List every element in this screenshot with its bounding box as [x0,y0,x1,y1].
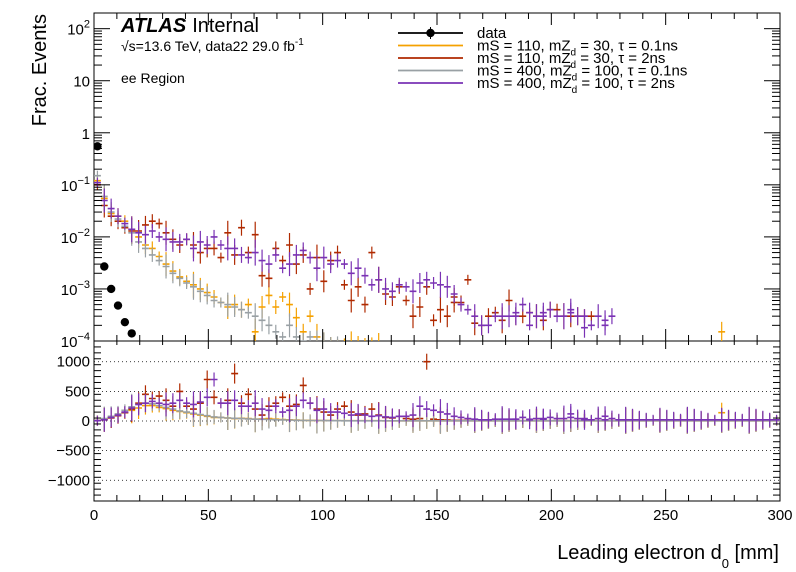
data-point [127,329,136,338]
tick-base: 10 [67,22,84,39]
top-series-group [94,170,726,341]
bottom-series-group [94,353,780,434]
data-point [94,142,102,151]
data-point [113,301,123,310]
legend-label-s3: mS = 400, mZd = 100, τ = 0.1ns [477,63,687,84]
axis-tick-labels: 10210110−110−210−310−410005000−500−10000… [48,19,793,524]
top-s3-line [94,174,314,341]
top-y-tick-label: 10 [73,74,90,91]
x-tick-label: 50 [200,507,217,524]
legend-label-s2: mS = 110, mZd = 30, τ = 2ns [477,50,665,71]
energy-lumi-text: √s=13.6 TeV, data22 29.0 fb [121,38,295,54]
x-axis-title: Leading electron d0 [mm] [557,542,779,571]
legend-label-s4: mS = 400, mZd = 100, τ = 2ns [477,75,675,96]
x-tick-label: 150 [424,507,449,524]
ratio-y-tick-label: 500 [65,383,90,400]
x-axis-title-unit: [mm] [729,542,779,564]
tick-base: 10 [61,282,78,299]
region-label: ee Region [121,70,185,86]
tick-exponent: −3 [77,279,90,291]
top-y-tick-label: 102 [67,19,90,39]
tick-exponent: −4 [77,331,90,343]
energy-lumi-line: √s=13.6 TeV, data22 29.0 fb-1 [121,37,304,54]
ratio-y-tick-label: 0 [82,413,90,430]
legend-label-data: data [477,25,507,42]
legend-label-s1: mS = 110, mZd = 30, τ = 0.1ns [477,38,678,59]
tick-base: 10 [61,230,78,247]
data-points-group [94,142,136,338]
tick-base: 10 [61,334,78,351]
top-y-tick-label: 10−4 [61,331,90,351]
x-tick-label: 200 [539,507,564,524]
y-axis-title: Frac. Events [29,14,51,126]
top-s1-line [94,179,321,338]
data-point [106,284,116,294]
tick-base: 10 [61,178,78,195]
tick-exponent: 2 [84,19,90,31]
top-y-tick-label: 1 [82,126,90,143]
x-tick-label: 250 [653,507,678,524]
top-s4-line [94,181,616,327]
top-y-tick-label: 10−3 [61,279,90,299]
tick-base: 1 [82,126,90,143]
experiment-name: ATLAS [120,15,187,37]
axis-ticks [93,12,781,501]
data-point [120,317,130,327]
tick-exponent: −2 [77,227,90,239]
x-axis-title-main: Leading electron d [557,542,722,564]
x-tick-label: 0 [90,507,98,524]
status-label: Internal [192,15,259,37]
lumi-unit-exp: -1 [295,37,304,48]
tick-base: 10 [73,74,90,91]
x-tick-label: 300 [767,507,792,524]
ratio-y-tick-label: −500 [56,443,90,460]
atlas-label: ATLAS Internal [120,15,259,37]
x-tick-label: 100 [310,507,335,524]
ratio-y-tick-label: 1000 [57,354,90,371]
ratio-y-tick-label: −1000 [48,472,90,489]
tick-exponent: −1 [77,175,90,187]
x-axis-title-sub: 0 [722,556,729,571]
data-point [100,262,109,271]
top-y-tick-label: 10−2 [61,227,90,247]
top-y-tick-label: 10−1 [61,175,90,195]
